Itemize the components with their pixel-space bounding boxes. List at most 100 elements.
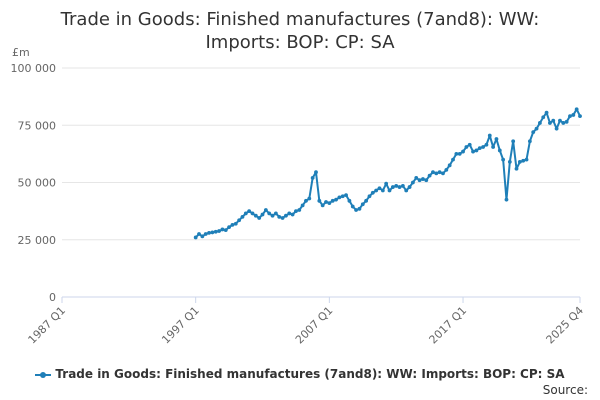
data-point[interactable] xyxy=(290,212,295,217)
data-point[interactable] xyxy=(334,197,338,202)
data-point[interactable] xyxy=(578,114,582,118)
data-point[interactable] xyxy=(200,234,205,239)
data-point[interactable] xyxy=(217,229,221,233)
data-point[interactable] xyxy=(527,139,532,144)
data-point[interactable] xyxy=(461,149,465,154)
data-point[interactable] xyxy=(487,133,492,138)
data-point[interactable] xyxy=(203,232,208,236)
data-point[interactable] xyxy=(240,214,245,219)
data-point[interactable] xyxy=(337,195,342,200)
data-point[interactable] xyxy=(514,166,519,171)
data-point[interactable] xyxy=(481,145,485,149)
data-point[interactable] xyxy=(494,137,499,141)
data-point[interactable] xyxy=(447,163,452,168)
data-point[interactable] xyxy=(554,126,559,131)
data-point[interactable] xyxy=(484,142,489,147)
data-point[interactable] xyxy=(444,168,449,172)
data-point[interactable] xyxy=(227,225,231,230)
data-point[interactable] xyxy=(511,139,516,144)
data-point[interactable] xyxy=(220,227,225,232)
data-point[interactable] xyxy=(521,158,526,163)
data-point[interactable] xyxy=(370,190,375,195)
data-point[interactable] xyxy=(464,145,469,149)
data-point[interactable] xyxy=(357,206,362,211)
data-point[interactable] xyxy=(424,178,429,183)
data-point[interactable] xyxy=(360,202,365,207)
data-point[interactable] xyxy=(263,208,268,212)
data-point[interactable] xyxy=(247,209,252,214)
data-point[interactable] xyxy=(474,148,479,153)
data-point[interactable] xyxy=(253,213,258,218)
data-point[interactable] xyxy=(223,228,228,233)
data-point[interactable] xyxy=(344,193,348,197)
data-point[interactable] xyxy=(417,178,422,183)
data-point[interactable] xyxy=(304,198,308,203)
data-point[interactable] xyxy=(277,214,282,219)
data-point[interactable] xyxy=(243,211,248,216)
data-point[interactable] xyxy=(427,173,432,178)
data-point[interactable] xyxy=(441,171,445,176)
data-point[interactable] xyxy=(233,221,238,226)
data-point[interactable] xyxy=(327,201,332,206)
data-point[interactable] xyxy=(210,230,215,235)
data-point[interactable] xyxy=(350,204,355,209)
data-point[interactable] xyxy=(193,235,198,240)
data-point[interactable] xyxy=(317,198,322,203)
data-point[interactable] xyxy=(431,170,435,175)
data-point[interactable] xyxy=(558,118,562,123)
data-point[interactable] xyxy=(561,121,566,125)
data-point[interactable] xyxy=(284,213,288,218)
data-point[interactable] xyxy=(411,180,415,185)
data-point[interactable] xyxy=(501,157,506,162)
data-point[interactable] xyxy=(400,184,405,188)
data-point[interactable] xyxy=(504,197,509,202)
data-point[interactable] xyxy=(330,198,335,203)
data-point[interactable] xyxy=(471,149,475,154)
data-point[interactable] xyxy=(207,230,211,235)
data-point[interactable] xyxy=(307,196,312,201)
data-point[interactable] xyxy=(517,159,522,164)
data-point[interactable] xyxy=(270,213,275,218)
data-point[interactable] xyxy=(380,188,385,193)
data-point[interactable] xyxy=(287,211,292,216)
data-point[interactable] xyxy=(237,218,242,223)
data-point[interactable] xyxy=(297,208,302,212)
data-point[interactable] xyxy=(260,212,265,217)
data-point[interactable] xyxy=(434,171,439,176)
data-point[interactable] xyxy=(451,157,455,162)
data-point[interactable] xyxy=(574,107,579,112)
data-point[interactable] xyxy=(354,208,358,212)
data-point[interactable] xyxy=(340,194,345,199)
data-point[interactable] xyxy=(377,186,382,191)
data-point[interactable] xyxy=(497,148,502,153)
data-point[interactable] xyxy=(394,184,399,188)
data-point[interactable] xyxy=(541,115,546,120)
legend[interactable]: Trade in Goods: Finished manufactures (7… xyxy=(0,367,600,381)
data-point[interactable] xyxy=(197,232,201,236)
data-point[interactable] xyxy=(273,211,278,216)
data-point[interactable] xyxy=(310,176,315,180)
data-point[interactable] xyxy=(324,200,328,204)
data-point[interactable] xyxy=(387,188,392,193)
data-point[interactable] xyxy=(454,151,459,156)
data-point[interactable] xyxy=(404,188,409,193)
data-point[interactable] xyxy=(374,188,379,193)
data-point[interactable] xyxy=(457,151,462,156)
data-point[interactable] xyxy=(544,110,549,115)
data-point[interactable] xyxy=(213,229,218,234)
data-point[interactable] xyxy=(300,203,305,208)
data-point[interactable] xyxy=(534,126,539,131)
data-point[interactable] xyxy=(421,177,425,181)
data-point[interactable] xyxy=(467,142,472,147)
data-point[interactable] xyxy=(564,119,569,124)
data-point[interactable] xyxy=(537,121,542,125)
data-point[interactable] xyxy=(367,194,372,199)
data-point[interactable] xyxy=(507,159,512,164)
data-point[interactable] xyxy=(571,113,576,117)
data-point[interactable] xyxy=(491,145,496,149)
data-point[interactable] xyxy=(414,176,419,180)
data-point[interactable] xyxy=(397,185,402,189)
data-point[interactable] xyxy=(384,181,389,186)
data-point[interactable] xyxy=(294,209,298,214)
data-point[interactable] xyxy=(437,170,442,175)
